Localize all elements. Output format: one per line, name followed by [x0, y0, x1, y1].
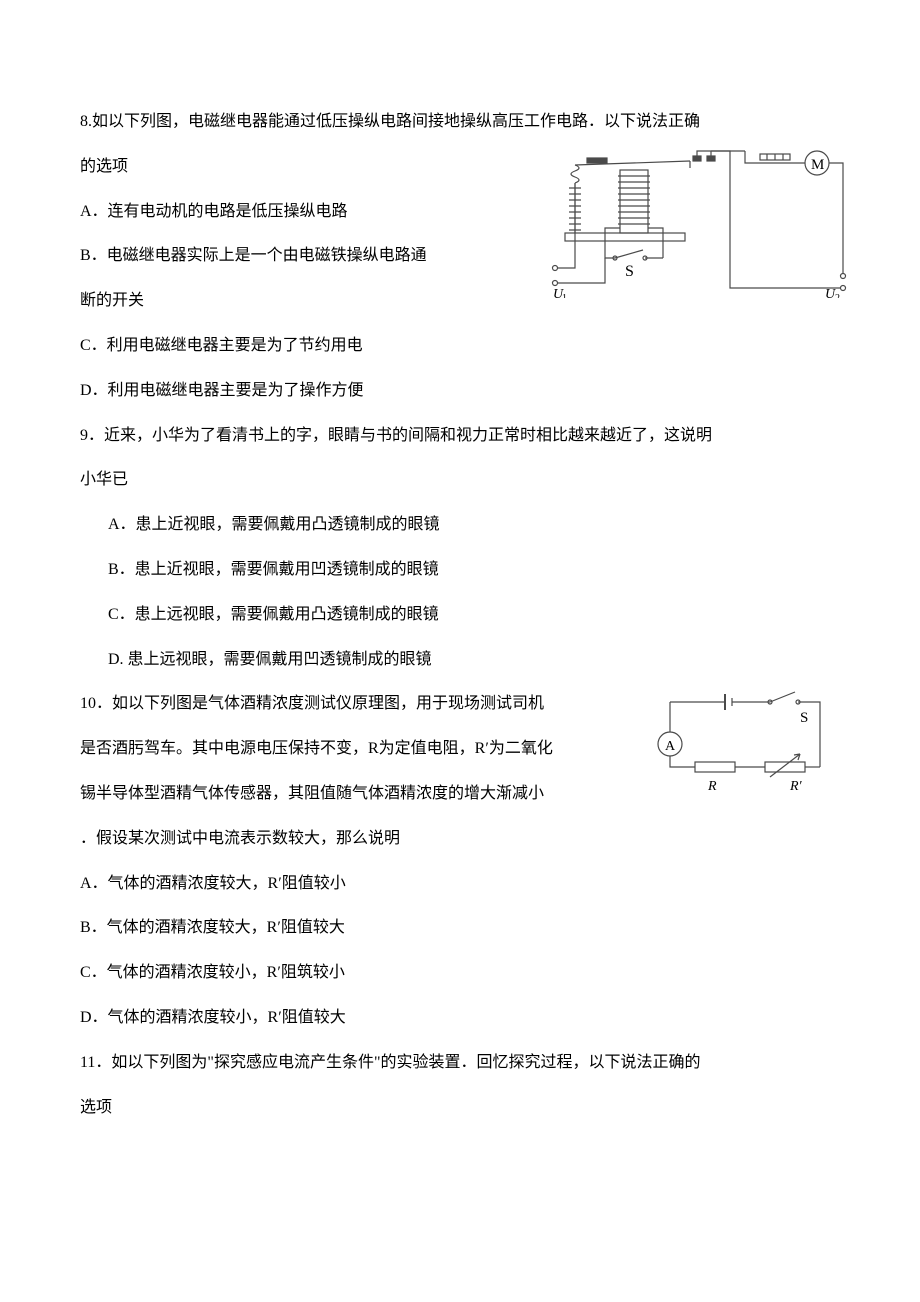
q11-stem-line2: 选项 [80, 1086, 840, 1131]
q10-option-b: B．气体的酒精浓度较大，R′阻值较大 [80, 906, 840, 951]
alcohol-tester-circuit-svg: A S R R′ [640, 682, 840, 812]
q10-option-a: A．气体的酒精浓度较大，R′阻值较小 [80, 862, 840, 907]
q8-option-d: D．利用电磁继电器主要是为了操作方便 [80, 369, 840, 414]
q11-stem-line1: 11．如以下列图为"探究感应电流产生条件"的实验装置．回忆探究过程，以下说法正确… [80, 1041, 840, 1086]
question-9: 9．近来，小华为了看清书上的字，眼睛与书的间隔和视力正常时相比越来越近了，这说明… [80, 414, 840, 683]
q10-option-d: D．气体的酒精浓度较小，R′阻值较大 [80, 996, 840, 1041]
q9-option-b: B．患上近视眼，需要佩戴用凹透镜制成的眼镜 [80, 548, 840, 593]
q10-circuit-figure: A S R R′ [640, 682, 840, 812]
question-8: 8.如以下列图，电磁继电器能通过低压操纵电路间接地操纵高压工作电路．以下说法正确… [80, 100, 840, 414]
q8-option-c: C．利用电磁继电器主要是为了节约用电 [80, 324, 840, 369]
q9-option-d: D. 患上远视眼，需要佩戴用凹透镜制成的眼镜 [80, 638, 840, 683]
q10-label-r: R [707, 779, 717, 794]
q10-option-c: C．气体的酒精浓度较小，R′阻筑较小 [80, 951, 840, 996]
relay-circuit-svg: U 1 S M U 2 [545, 148, 855, 298]
svg-text:1: 1 [562, 293, 567, 298]
q8-circuit-figure: U 1 S M U 2 [545, 148, 855, 298]
q9-stem-line1: 9．近来，小华为了看清书上的字，眼睛与书的间隔和视力正常时相比越来越近了，这说明 [80, 414, 840, 459]
q8-stem-line1: 8.如以下列图，电磁继电器能通过低压操纵电路间接地操纵高压工作电路．以下说法正确 [80, 100, 840, 145]
q8-label-m: M [811, 157, 824, 173]
q9-option-a: A．患上近视眼，需要佩戴用凸透镜制成的眼镜 [80, 503, 840, 548]
q10-label-s: S [800, 710, 808, 726]
q10-label-a: A [665, 739, 676, 754]
q9-stem-line2: 小华已 [80, 458, 840, 503]
q10-stem-line4: ．假设某次测试中电流表示数较大，那么说明 [80, 817, 840, 862]
svg-text:2: 2 [835, 293, 840, 298]
question-11: 11．如以下列图为"探究感应电流产生条件"的实验装置．回忆探究过程，以下说法正确… [80, 1041, 840, 1131]
q8-label-s: S [625, 263, 634, 280]
q9-option-c: C．患上远视眼，需要佩戴用凸透镜制成的眼镜 [80, 593, 840, 638]
q10-label-rprime: R′ [789, 779, 803, 794]
question-10: A S R R′ 10．如以下列图是气体酒精浓度测试仪原理图，用于现场测试司机 … [80, 682, 840, 1040]
